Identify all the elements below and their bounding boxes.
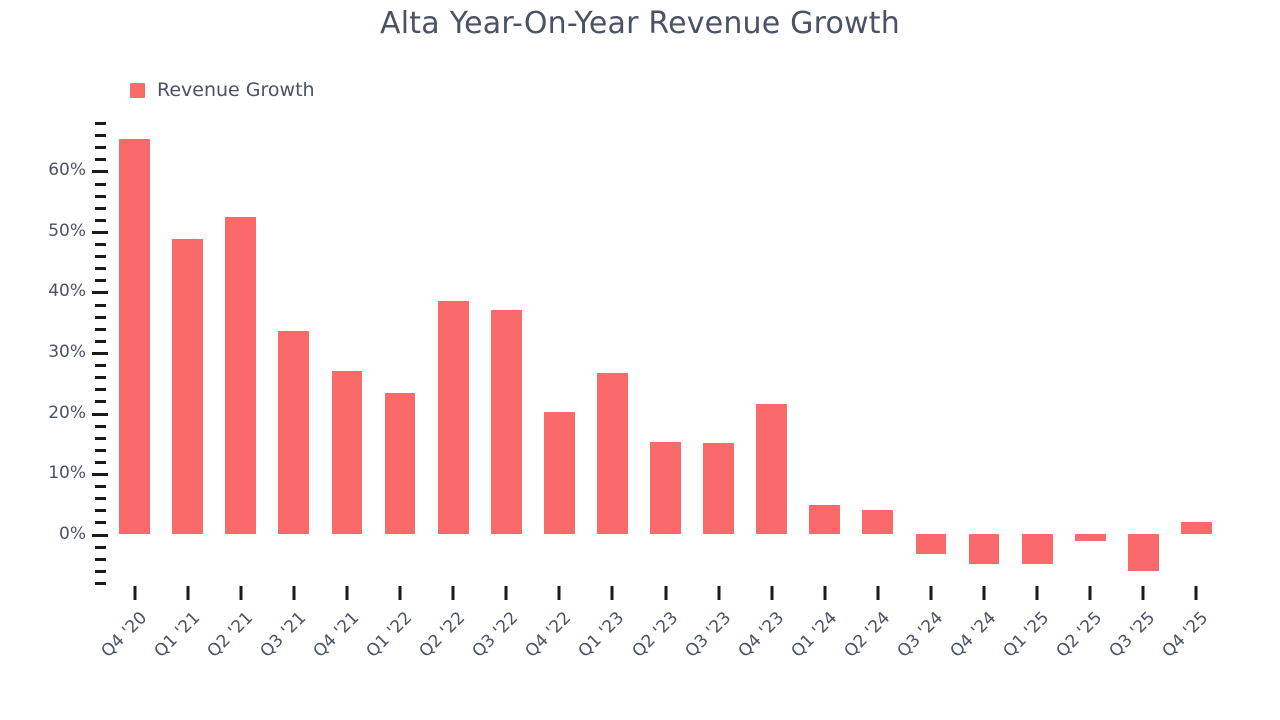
y-axis-minor-tick	[95, 134, 106, 138]
x-axis-tick	[1088, 586, 1092, 600]
legend-color-swatch	[130, 82, 145, 98]
y-axis-minor-tick	[95, 122, 106, 125]
x-axis-tick	[610, 586, 614, 600]
x-axis-tick	[451, 586, 455, 600]
bar[interactable]	[172, 238, 204, 534]
x-axis-tick	[345, 586, 349, 600]
y-axis-major-tick	[92, 473, 108, 477]
y-axis-major-tick	[92, 533, 108, 537]
y-axis-minor-tick	[95, 303, 106, 307]
y-axis-minor-tick	[95, 267, 106, 271]
x-axis-tick	[239, 586, 243, 600]
y-axis-minor-tick	[95, 327, 106, 331]
bar[interactable]	[862, 509, 894, 534]
y-axis-minor-tick	[95, 255, 106, 259]
x-axis-tick	[1035, 586, 1039, 600]
bar[interactable]	[1181, 522, 1212, 534]
y-axis-minor-tick	[95, 315, 106, 319]
y-axis-tick-label: 10%	[48, 463, 86, 484]
bar[interactable]	[650, 442, 681, 534]
y-axis-minor-tick	[95, 460, 106, 464]
bar[interactable]	[331, 370, 363, 534]
y-axis-minor-tick	[95, 279, 106, 283]
y-axis-minor-tick	[95, 497, 106, 501]
y-axis-minor-tick	[95, 182, 106, 186]
x-axis-tick	[770, 586, 774, 600]
bar[interactable]	[278, 331, 310, 534]
bar[interactable]	[384, 393, 416, 534]
y-axis-tick-label: 20%	[48, 402, 86, 423]
y-axis-tick-label: 50%	[48, 220, 86, 241]
y-axis-major-tick	[92, 230, 108, 234]
page-title: Alta Year-On-Year Revenue Growth	[380, 6, 900, 41]
x-axis-tick	[186, 586, 190, 600]
bar[interactable]	[915, 533, 947, 555]
bar[interactable]	[225, 217, 257, 534]
y-axis-minor-tick	[95, 448, 106, 452]
y-axis-minor-tick	[95, 485, 106, 489]
bar[interactable]	[490, 309, 522, 534]
x-axis-tick	[133, 586, 137, 600]
y-axis-minor-tick	[95, 545, 106, 549]
legend-item-label: Revenue Growth	[157, 79, 315, 101]
y-axis-tick-label: 30%	[48, 342, 86, 362]
bar[interactable]	[597, 372, 628, 534]
bar[interactable]	[809, 505, 841, 534]
y-axis-major-tick	[92, 352, 108, 355]
x-axis-tick	[504, 586, 508, 600]
bar[interactable]	[1074, 533, 1106, 541]
y-axis-major-tick	[92, 412, 108, 416]
x-axis-tick	[292, 586, 296, 600]
y-axis-minor-tick	[95, 509, 106, 513]
bar[interactable]	[1127, 533, 1159, 572]
x-axis-tick	[1141, 586, 1145, 600]
y-axis-minor-tick	[95, 557, 106, 561]
y-axis-minor-tick	[95, 388, 106, 392]
y-axis-minor-tick	[95, 339, 106, 343]
x-axis-tick	[876, 586, 880, 600]
y-axis-minor-tick	[95, 146, 106, 150]
x-axis-tick	[557, 586, 561, 600]
y-axis-minor-tick	[95, 376, 106, 380]
y-axis-tick-label: 60%	[48, 160, 86, 181]
y-axis-minor-tick	[95, 194, 106, 198]
bar[interactable]	[703, 443, 734, 534]
bar[interactable]	[968, 533, 1000, 564]
x-axis-tick	[823, 586, 827, 600]
y-axis-minor-tick	[95, 569, 106, 573]
bar[interactable]	[119, 138, 150, 534]
bar[interactable]	[756, 404, 788, 534]
x-axis-tick	[1194, 586, 1198, 600]
y-axis-minor-tick	[95, 243, 106, 247]
bar[interactable]	[543, 411, 575, 534]
y-axis-tick-label: 0%	[59, 523, 86, 544]
y-axis-minor-tick	[95, 582, 106, 585]
bar[interactable]	[1021, 533, 1053, 564]
y-axis-minor-tick	[95, 400, 106, 404]
x-axis-tick	[717, 586, 721, 600]
y-axis-minor-tick	[95, 158, 106, 162]
y-axis-minor-tick	[95, 521, 106, 525]
y-axis-minor-tick	[95, 206, 106, 210]
y-axis-minor-tick	[95, 218, 106, 222]
y-axis-minor-tick	[95, 364, 106, 368]
plot-area: 0% 10% 20% 30% 40% 50% 60% Q4 '20 Q1 '21 Q2 '21 Q…	[48, 122, 1223, 662]
y-axis-tick-label: 40%	[48, 281, 86, 302]
x-axis-tick	[664, 586, 667, 600]
chart-legend: Revenue Growth	[130, 79, 315, 101]
bar[interactable]	[437, 300, 469, 534]
x-axis-tick	[929, 586, 933, 600]
x-axis-tick	[398, 586, 402, 600]
y-axis-minor-tick	[95, 424, 106, 428]
bar-series	[108, 122, 1223, 582]
y-axis-minor-tick	[95, 436, 106, 440]
y-axis-major-tick	[92, 170, 108, 174]
x-axis-tick	[982, 586, 986, 600]
y-axis-major-tick	[92, 291, 108, 295]
